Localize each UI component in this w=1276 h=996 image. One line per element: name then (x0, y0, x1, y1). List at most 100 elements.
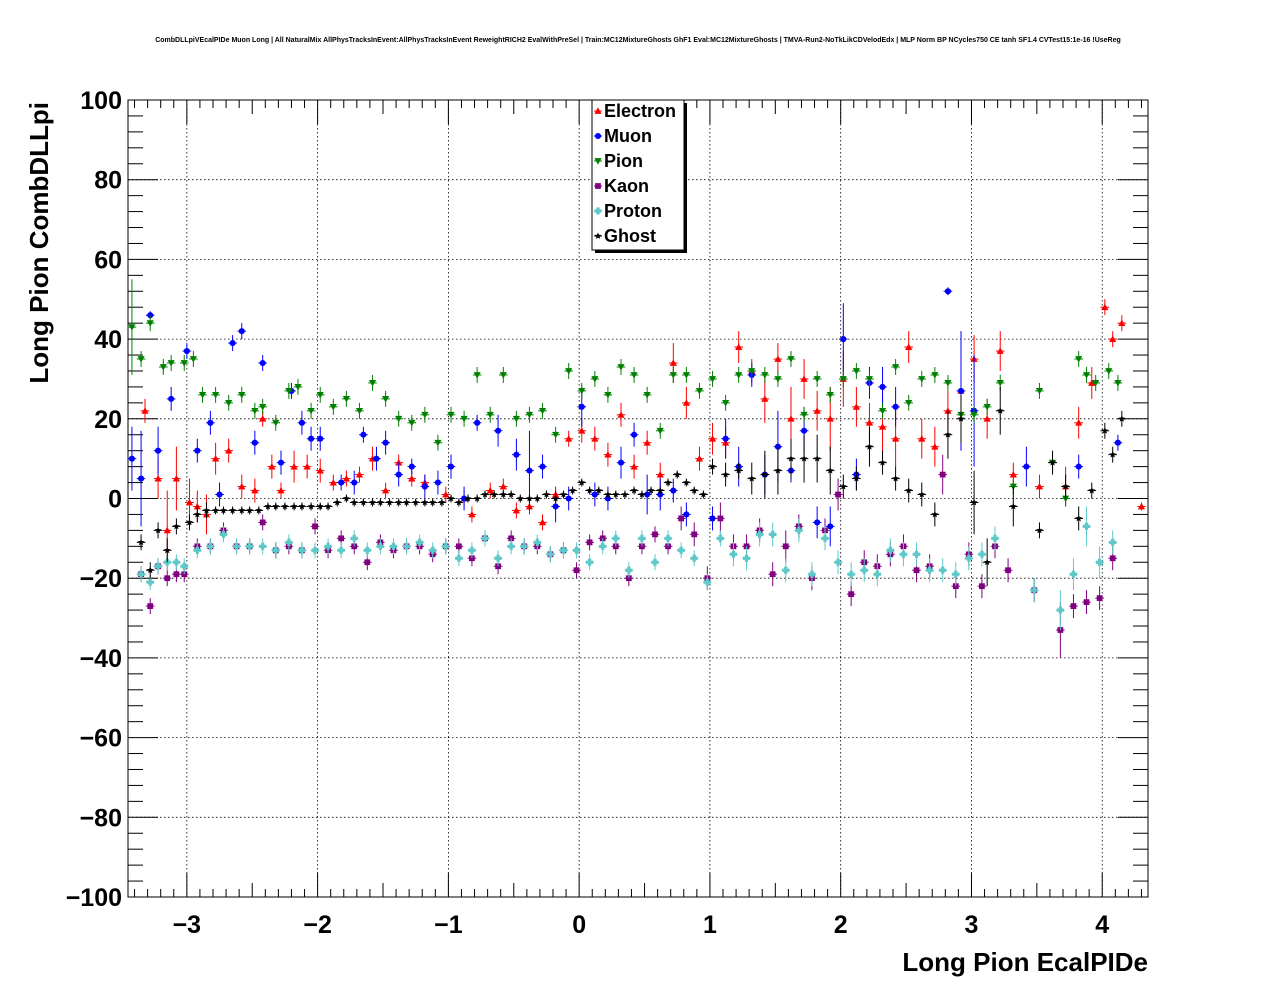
point-marker (350, 534, 358, 542)
point-marker (552, 494, 560, 502)
data-point (1091, 374, 1101, 391)
point-marker (128, 455, 135, 462)
data-point (708, 506, 717, 531)
data-point (995, 331, 1005, 371)
data-point (306, 402, 316, 419)
data-point (938, 454, 948, 495)
point-marker (364, 559, 371, 566)
point-marker (298, 546, 306, 554)
data-point (328, 474, 338, 491)
point-marker (1083, 599, 1090, 605)
legend: Electron Muon Pion Kaon Proton Ghost (591, 99, 687, 253)
data-point (734, 366, 744, 383)
data-point (637, 490, 647, 499)
point-marker (311, 546, 319, 554)
point-marker (329, 478, 337, 486)
point-marker (268, 463, 276, 470)
point-marker (369, 498, 376, 506)
data-point (372, 446, 381, 471)
point-marker (970, 411, 978, 419)
legend-entry-muon: Muon (594, 126, 652, 146)
data-point (990, 526, 1000, 551)
data-point (825, 506, 835, 547)
data-point (682, 478, 691, 487)
data-point (362, 542, 372, 559)
data-point (211, 386, 220, 403)
point-marker (865, 376, 874, 383)
point-marker (486, 486, 494, 494)
data-point (459, 410, 469, 427)
data-point (480, 490, 490, 499)
point-marker (259, 415, 267, 422)
data-point (585, 534, 594, 551)
point-marker (338, 479, 345, 486)
data-point (655, 486, 665, 495)
point-marker (163, 526, 171, 534)
data-point (568, 486, 577, 495)
data-point (224, 394, 234, 411)
point-marker (591, 435, 599, 442)
point-marker (324, 542, 332, 550)
point-marker (259, 519, 266, 526)
grid (128, 100, 1148, 897)
point-marker (612, 490, 620, 498)
data-point (912, 542, 921, 567)
data-point (1082, 590, 1091, 615)
point-marker (316, 392, 324, 399)
data-point (192, 438, 202, 463)
point-marker (578, 403, 585, 410)
point-marker (669, 359, 677, 366)
point-marker (499, 372, 507, 379)
point-marker (729, 550, 738, 558)
point-marker (146, 320, 154, 327)
data-point (603, 442, 613, 467)
point-marker (180, 562, 188, 570)
data-point (1108, 331, 1118, 348)
data-point (1029, 578, 1039, 603)
data-point (485, 406, 495, 423)
data-point (293, 378, 303, 395)
data-point (202, 502, 211, 519)
point-marker (774, 355, 782, 362)
point-marker (918, 435, 926, 442)
data-point (359, 498, 368, 507)
point-marker (516, 494, 524, 502)
point-marker (638, 534, 646, 542)
point-marker (573, 567, 580, 574)
point-marker (526, 467, 533, 474)
data-point (276, 450, 286, 475)
point-marker (1096, 595, 1103, 602)
data-point (585, 486, 594, 495)
point-marker (363, 546, 371, 554)
data-point (812, 506, 822, 539)
data-point (773, 343, 783, 375)
point-marker (447, 411, 455, 419)
point-marker (350, 498, 358, 506)
data-point (708, 370, 717, 387)
data-point (368, 374, 377, 391)
data-point (284, 382, 294, 399)
point-marker (586, 558, 594, 566)
data-point (650, 554, 660, 571)
data-point (564, 363, 574, 379)
point-marker (835, 491, 841, 498)
point-marker (546, 550, 554, 558)
point-marker (229, 340, 236, 347)
data-point (315, 458, 325, 483)
point-marker (748, 368, 756, 375)
point-marker (814, 519, 821, 526)
data-point (768, 522, 778, 547)
point-marker (255, 506, 263, 514)
data-point (904, 331, 914, 364)
point-marker (172, 522, 180, 530)
data-point (376, 498, 385, 507)
point-marker (316, 502, 324, 510)
data-point (271, 542, 281, 559)
data-point (577, 382, 587, 399)
data-point (646, 486, 656, 495)
data-point (206, 410, 215, 435)
data-point (708, 458, 717, 475)
data-point (943, 287, 953, 296)
data-point (127, 279, 137, 375)
point-marker (617, 459, 625, 466)
